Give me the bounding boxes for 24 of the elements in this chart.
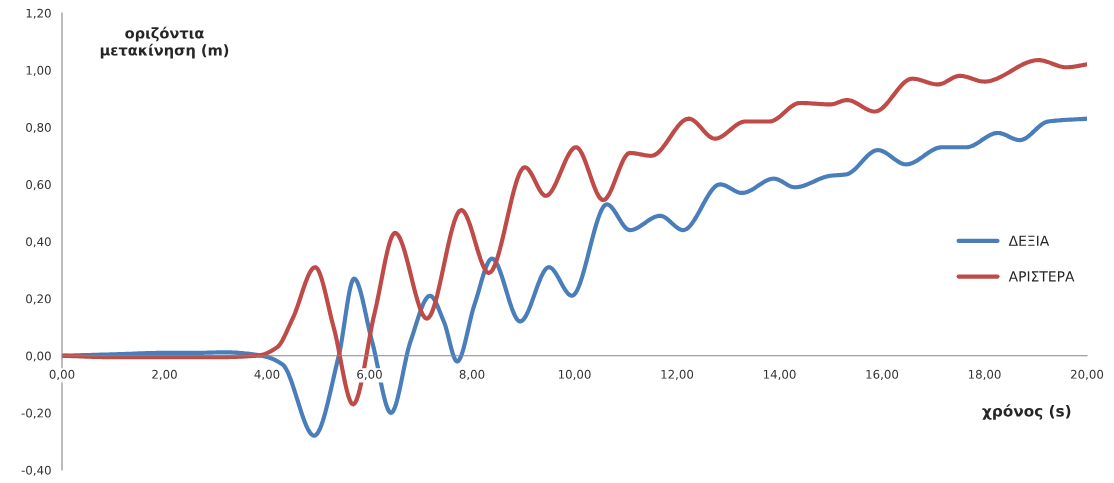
- x-tick-label: 20,00: [1070, 369, 1104, 380]
- x-tick-label: 18,00: [968, 369, 1001, 380]
- y-tick-label: 0,40: [26, 237, 51, 248]
- x-tick-label: 14,00: [763, 369, 796, 380]
- x-tick-label: 16,00: [866, 369, 899, 380]
- legend-label: ΑΡΙΣΤΕΡΑ: [1008, 271, 1075, 282]
- y-tick-label: 0,60: [26, 180, 51, 191]
- y-tick-label: 0,00: [26, 351, 51, 362]
- x-tick-label: 12,00: [661, 369, 694, 380]
- legend-label: ΔΕΞΙΑ: [1008, 235, 1050, 246]
- y-tick-label: 1,00: [26, 65, 51, 76]
- y-tick-label: 0,80: [26, 122, 51, 134]
- x-tick-label: 10,00: [558, 369, 591, 380]
- y-tick-label: 1,20: [26, 8, 51, 19]
- x-tick-label: 6,00: [357, 369, 382, 380]
- x-tick-label: 0,00: [49, 369, 75, 380]
- x-tick-label: 4,00: [254, 369, 280, 380]
- y-tick-label: 0,20: [26, 294, 51, 305]
- y-tick-label: -0,20: [21, 408, 51, 419]
- y-axis-title: οριζόντια μετακίνηση (m): [100, 26, 229, 59]
- x-axis-title: χρόνος (s): [982, 404, 1071, 420]
- x-tick-label: 8,00: [459, 369, 485, 380]
- y-tick-label: -0,40: [21, 465, 51, 476]
- x-tick-label: 2,00: [152, 369, 177, 380]
